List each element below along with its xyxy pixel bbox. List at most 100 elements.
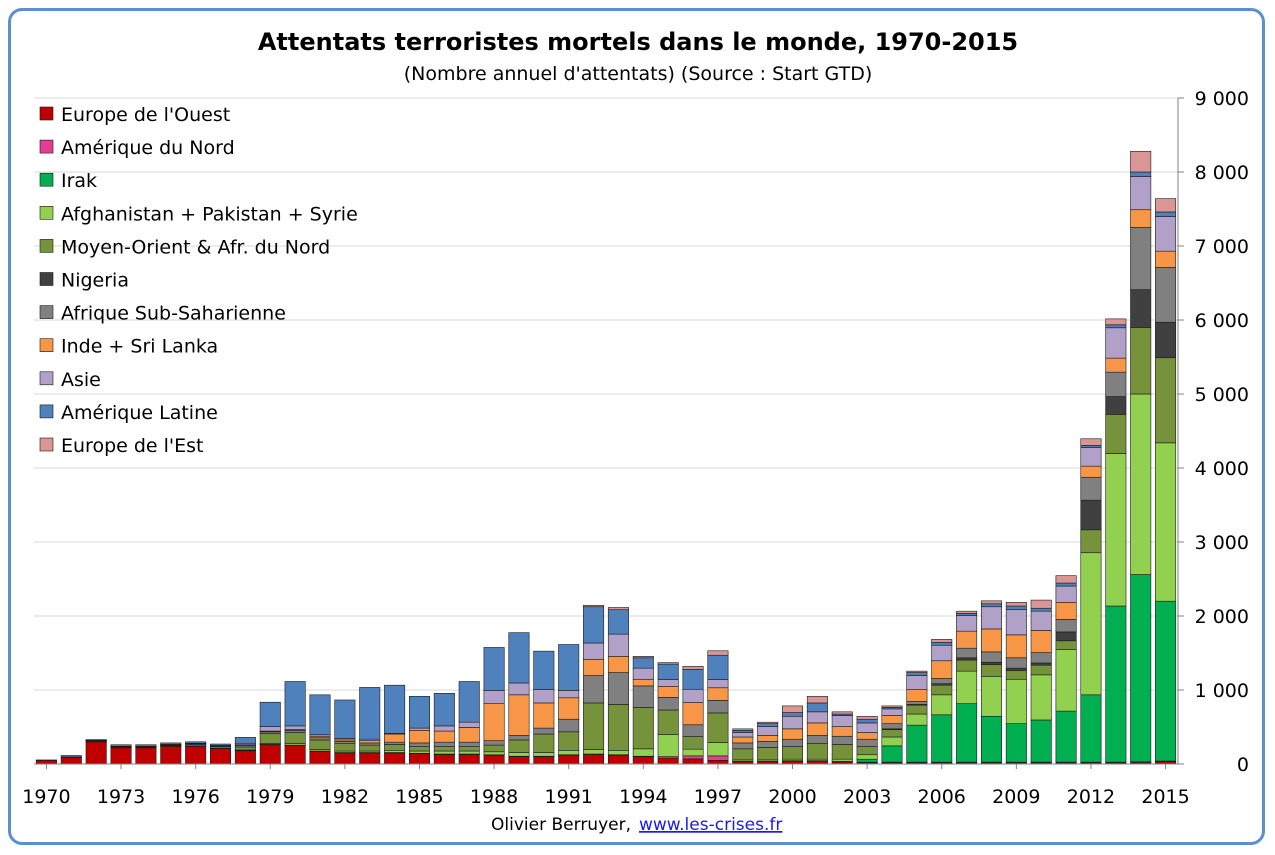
bar-segment (682, 748, 704, 757)
bar-segment (1080, 465, 1102, 478)
legend-swatch (39, 106, 54, 121)
bar-segment (657, 757, 679, 765)
bar-segment (657, 697, 679, 711)
bar-segment (806, 711, 828, 724)
bar-segment (533, 650, 555, 690)
bar-segment (682, 755, 704, 760)
bar-segment (980, 651, 1002, 663)
x-tick-label: 1979 (246, 786, 294, 808)
x-tick-label: 2012 (1067, 786, 1115, 808)
bar-segment (60, 755, 82, 758)
bar-segment (309, 751, 331, 765)
bar-segment (1155, 600, 1177, 762)
bar-segment (732, 732, 754, 738)
bar-segment (1130, 171, 1152, 177)
bar-segment (533, 727, 555, 735)
bar-segment (707, 712, 729, 743)
y-tick-label: 0 (1237, 754, 1249, 776)
bar-segment (956, 670, 978, 704)
bar-segment (881, 745, 903, 763)
bar-segment (1155, 211, 1177, 217)
bar-segment (1105, 324, 1127, 329)
bars (35, 150, 1177, 765)
bar-segment (931, 639, 953, 643)
bar-segment (1105, 414, 1127, 454)
legend-label: Amérique du Nord (61, 137, 235, 159)
legend: Europe de l'Ouest Amérique du Nord Irak Afg… (39, 104, 358, 457)
bar-segment (433, 754, 455, 765)
bar-segment (558, 754, 580, 765)
legend-swatch (39, 139, 54, 154)
bar-segment (1005, 670, 1027, 680)
bar-segment (433, 725, 455, 732)
x-tick-label: 1976 (171, 786, 219, 808)
bar-segment (384, 684, 406, 734)
bar-segment (1030, 674, 1052, 721)
bar-segment (558, 731, 580, 751)
bar-segment (881, 736, 903, 747)
footer-link[interactable]: www.les-crises.fr (639, 815, 782, 835)
bar-segment (831, 715, 853, 727)
bar-segment (433, 693, 455, 727)
bar-segment (334, 743, 356, 752)
bar-segment (707, 654, 729, 680)
bar-segment (856, 718, 878, 724)
bar-segment (906, 713, 928, 726)
bar-segment (732, 728, 754, 731)
bar-segment (160, 745, 182, 765)
bar-segment (85, 741, 107, 765)
bar-segment (657, 685, 679, 698)
bar-segment (682, 688, 704, 703)
bar-segment (1080, 552, 1102, 696)
x-tick-label: 2009 (992, 786, 1040, 808)
bar-segment (1055, 631, 1077, 642)
bar-segment (782, 715, 804, 730)
bar-segment (458, 721, 480, 728)
bar-segment (433, 746, 455, 752)
bar-segment (931, 694, 953, 716)
bar-segment (284, 745, 306, 765)
bar-segment (856, 715, 878, 720)
x-tick-label: 1973 (97, 786, 145, 808)
bar-segment (682, 724, 704, 737)
chart-subtitle: (Nombre annuel d'attentats) (Source : St… (404, 63, 872, 85)
y-tick-label: 8 000 (1195, 162, 1249, 184)
bar-segment (632, 707, 654, 750)
bar-segment (881, 708, 903, 716)
bar-segment (657, 709, 679, 735)
bar-segment (234, 746, 256, 751)
bar-segment (160, 742, 182, 745)
bar-segment (856, 754, 878, 760)
bar-segment (782, 712, 804, 717)
bar-segment (508, 739, 530, 753)
bar-segment (508, 735, 530, 741)
bar-segment (980, 606, 1002, 630)
bar-segment (607, 656, 629, 673)
bar-segment (558, 750, 580, 756)
bar-segment (1055, 640, 1077, 650)
bar-segment (1055, 710, 1077, 763)
bar-segment (980, 676, 1002, 717)
bar-segment (259, 732, 281, 744)
bar-segment (806, 735, 828, 744)
gridlines (34, 97, 1178, 691)
bar-segment (632, 656, 654, 659)
bar-segment (931, 641, 953, 646)
bar-segment (508, 752, 530, 757)
bar-segment (1055, 649, 1077, 712)
legend-label: Amérique Latine (61, 402, 218, 424)
bar-segment (259, 726, 281, 732)
bar-segment (956, 647, 978, 659)
bar-segment (806, 695, 828, 704)
bar-segment (1130, 289, 1152, 328)
bar-segment (1030, 662, 1052, 666)
bar-segment (483, 744, 505, 753)
bar-segment (1155, 267, 1177, 323)
bar-segment (980, 715, 1002, 763)
bar-segment (1130, 209, 1152, 228)
bar-segment (483, 690, 505, 704)
bar-segment (533, 702, 555, 729)
bar-segment (334, 752, 356, 765)
bar-segment (707, 742, 729, 757)
bar-segment (558, 718, 580, 733)
